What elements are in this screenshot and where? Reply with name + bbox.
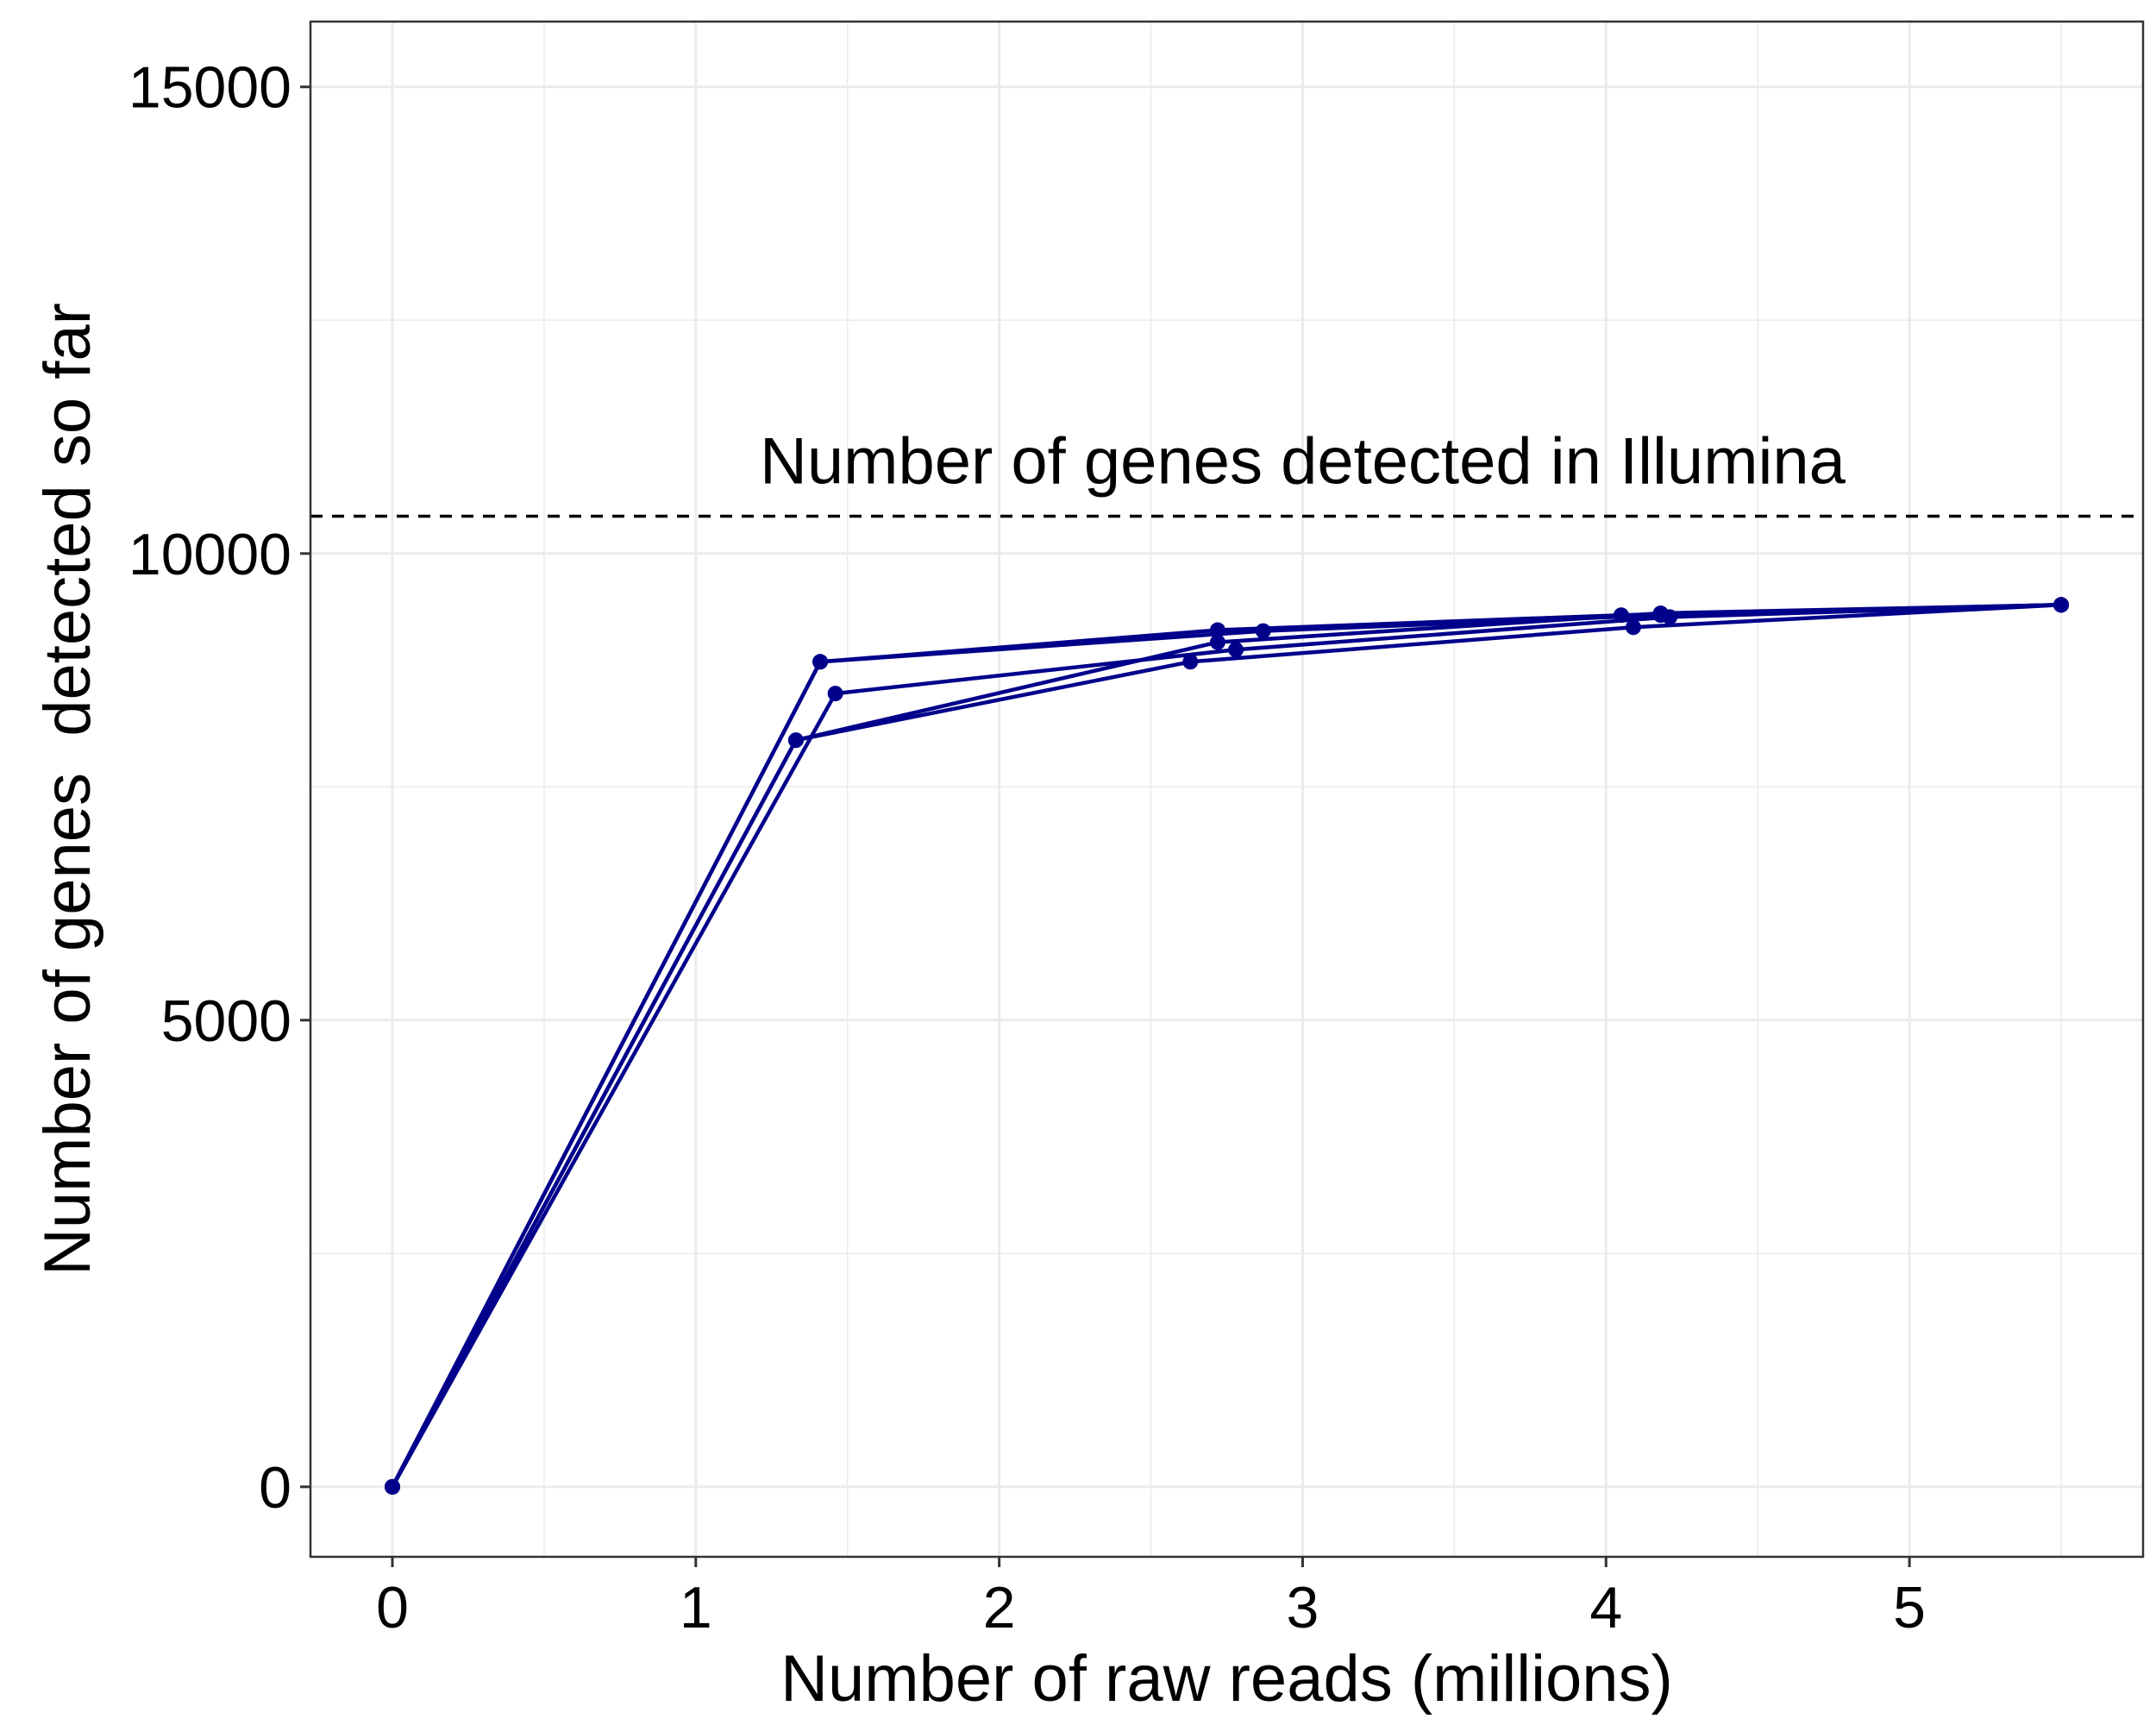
- y-tick-label: 15000: [128, 55, 291, 121]
- x-tick-label: 5: [1893, 1575, 1926, 1640]
- data-point: [384, 1478, 400, 1495]
- data-point: [1255, 623, 1271, 639]
- x-tick-label: 0: [376, 1575, 409, 1640]
- y-tick-label: 5000: [161, 988, 291, 1054]
- data-point: [2053, 597, 2070, 613]
- x-tick-label: 2: [983, 1575, 1016, 1640]
- data-point: [812, 654, 829, 670]
- x-tick-label: 3: [1287, 1575, 1319, 1640]
- data-point: [787, 732, 804, 749]
- x-axis-title: Number of raw reads (millions): [780, 1642, 1673, 1716]
- x-tick-label: 1: [680, 1575, 712, 1640]
- grid-layer: [310, 22, 2143, 1557]
- data-point: [1625, 619, 1641, 636]
- x-tick-label: 4: [1589, 1575, 1622, 1640]
- points-layer: [384, 597, 2070, 1495]
- y-tick-label: 0: [259, 1455, 291, 1521]
- y-axis-title: Number of genes detected so far: [31, 303, 104, 1276]
- data-point: [1182, 654, 1199, 670]
- data-point: [1228, 642, 1244, 658]
- reference-line-label: Number of genes detected in Illumina: [760, 424, 1846, 498]
- axis-layer: 0 1 2 3 4 5 0 5000 10000 15000: [128, 55, 1926, 1640]
- data-point: [1613, 607, 1629, 624]
- panel-background: [310, 22, 2143, 1557]
- data-point: [1652, 607, 1669, 624]
- panel-border: [309, 20, 2145, 1559]
- data-point: [827, 686, 843, 702]
- data-point: [1209, 622, 1225, 638]
- y-tick-label: 10000: [128, 522, 291, 587]
- data-point: [1209, 634, 1225, 650]
